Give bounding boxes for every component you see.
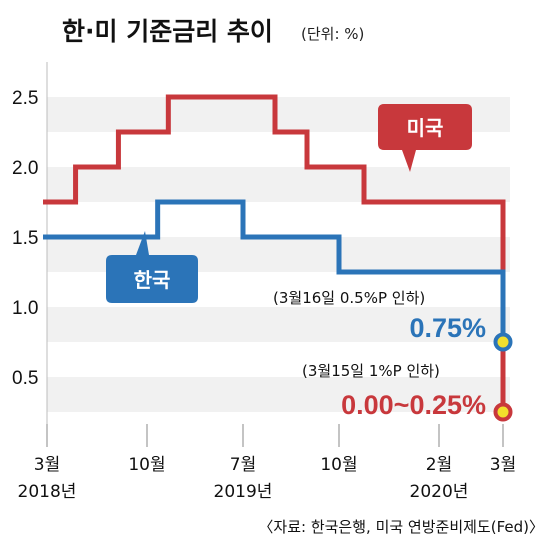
us-end-marker [493, 402, 513, 422]
korea-bubble-label: 한국 [134, 268, 171, 292]
background-band [47, 167, 510, 202]
y-tick-label: 2.5 [12, 88, 38, 109]
x-tick-year-label: 2020년 [410, 482, 469, 502]
korea-end-marker [493, 332, 513, 352]
x-tick-label: 2월 [426, 455, 452, 475]
x-tick-year-label: 2018년 [18, 482, 77, 502]
us-rate-line [43, 94, 506, 412]
us-bubble: 미국 [378, 104, 472, 172]
background-bands [46, 62, 510, 447]
x-tick-label: 3월 [34, 455, 60, 475]
y-axis-labels: 0.5 1.0 1.5 2.0 2.5 [12, 88, 38, 389]
background-band [47, 377, 510, 412]
y-tick-label: 1.5 [12, 228, 38, 249]
x-tick-label: 7월 [230, 455, 256, 475]
x-axis-labels: 3월 2018년 10월 7월 2019년 10월 2월 2020년 3월 [18, 455, 517, 502]
korea-bubble: 한국 [106, 231, 198, 303]
chart-title: 한·미 기준금리 추이 [62, 17, 273, 46]
background-band [47, 307, 510, 342]
x-tick-label: 10월 [320, 455, 357, 475]
x-tick-label: 10월 [128, 455, 165, 475]
us-cut-note: (3월15일 1%P 인하) [302, 362, 440, 380]
y-tick-label: 1.0 [12, 298, 38, 319]
series-lines [43, 94, 506, 412]
x-tick-year-label: 2019년 [214, 482, 273, 502]
x-tick-label: 3월 [490, 455, 516, 475]
korea-rate-line [43, 199, 506, 342]
source-note: 〈자료: 한국은행, 미국 연방준비제도(Fed)〉 [258, 518, 544, 536]
us-bubble-label: 미국 [407, 116, 444, 140]
korea-cut-note: (3월16일 0.5%P 인하) [273, 289, 425, 307]
x-gridlines [46, 424, 504, 447]
unit-label: (단위: %) [301, 25, 364, 43]
y-tick-label: 2.0 [12, 158, 38, 179]
korea-rate-value: 0.75% [409, 313, 486, 343]
y-tick-label: 0.5 [12, 368, 38, 389]
end-markers [493, 332, 513, 422]
us-rate-value: 0.00~0.25% [341, 390, 486, 420]
